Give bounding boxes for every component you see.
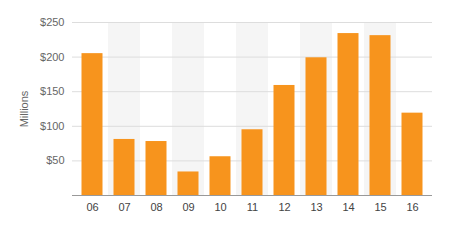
svg-text:10: 10 [214, 201, 226, 213]
svg-text:08: 08 [150, 201, 162, 213]
svg-text:16: 16 [406, 201, 418, 213]
svg-text:14: 14 [342, 201, 354, 213]
svg-text:Millions: Millions [18, 90, 30, 127]
svg-text:09: 09 [182, 201, 194, 213]
svg-text:15: 15 [374, 201, 386, 213]
svg-text:$250: $250 [40, 16, 64, 28]
svg-text:$150: $150 [40, 85, 64, 97]
svg-text:$50: $50 [46, 154, 64, 166]
svg-text:13: 13 [310, 201, 322, 213]
svg-text:$100: $100 [40, 120, 64, 132]
svg-text:06: 06 [86, 201, 98, 213]
svg-text:07: 07 [118, 201, 130, 213]
svg-text:11: 11 [247, 201, 258, 213]
svg-text:$200: $200 [40, 51, 64, 63]
svg-text:12: 12 [278, 201, 290, 213]
